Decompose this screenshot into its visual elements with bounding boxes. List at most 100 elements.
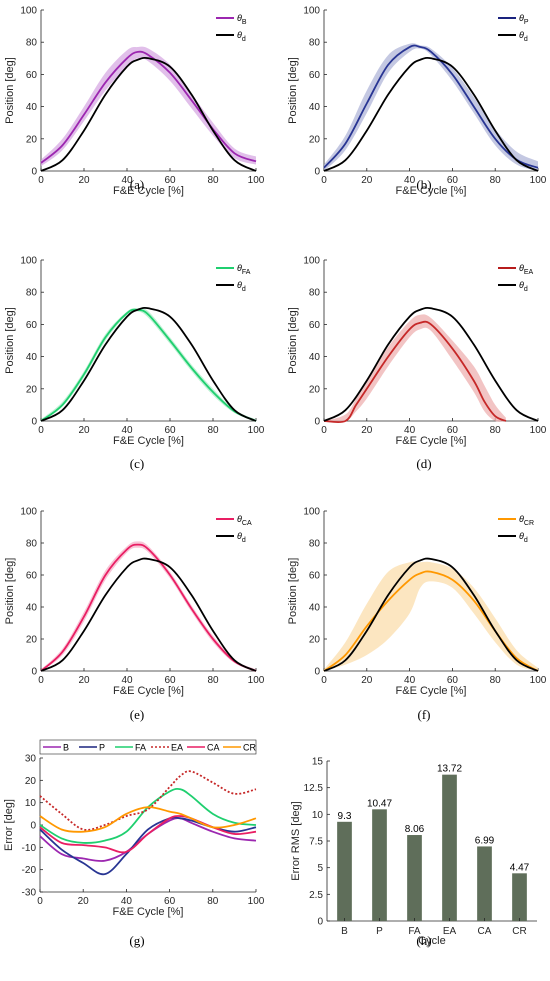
series-line-d xyxy=(40,306,257,422)
y-tick-label: 80 xyxy=(26,38,38,49)
y-tick-label: 20 xyxy=(309,384,321,395)
y-tick-label: 30 xyxy=(25,754,37,765)
y-axis-label: Error RMS [deg] xyxy=(290,801,302,880)
legend-label: θCA xyxy=(237,514,252,527)
y-tick-label: 80 xyxy=(26,288,38,299)
x-axis-label: F&E Cycle [%] xyxy=(396,685,467,697)
y-tick-label: 60 xyxy=(309,571,321,582)
series-line-CA xyxy=(39,815,257,854)
bar-value-label: 6.99 xyxy=(475,835,495,846)
x-tick-label: 80 xyxy=(207,675,219,686)
y-axis-label: Position [deg] xyxy=(287,307,299,374)
x-tick-label: 80 xyxy=(490,425,502,436)
x-tick-label: 100 xyxy=(530,175,547,186)
panel-caption: (h) xyxy=(416,933,431,948)
x-tick-label: 100 xyxy=(248,425,265,436)
y-tick-label: 0 xyxy=(31,417,37,428)
legend-subscript: d xyxy=(242,537,246,544)
series-line-d xyxy=(323,56,539,172)
y-axis-label: Position [deg] xyxy=(287,57,299,124)
bar-CR xyxy=(512,873,527,921)
legend-symbol: θ xyxy=(519,13,524,23)
legend-label: θd xyxy=(519,30,528,43)
x-tick-label: 0 xyxy=(38,425,44,436)
y-tick-label: 20 xyxy=(25,776,37,787)
y-tick-label: 10 xyxy=(312,810,324,821)
panel-caption: (a) xyxy=(130,177,144,192)
chart-panel-g: -30 -20 -10 0 10 20 30 Error [deg] F&E Cycle [%]… xyxy=(3,739,265,948)
legend-symbol: θ xyxy=(237,531,242,541)
legend-label: EA xyxy=(171,743,183,753)
y-tick-label: 0 xyxy=(30,821,36,832)
x-axis-label: F&E Cycle [%] xyxy=(113,906,184,918)
legend-symbol: θ xyxy=(519,280,524,290)
bar-P xyxy=(372,809,387,921)
x-tick-label: 20 xyxy=(78,175,90,186)
x-tick-label: 100 xyxy=(530,425,547,436)
series-line-d xyxy=(323,557,539,672)
x-tick-label: 40 xyxy=(404,675,416,686)
legend-label: θd xyxy=(519,280,528,293)
y-tick-label: 0 xyxy=(31,167,37,178)
series-line-B xyxy=(39,817,257,862)
y-tick-label: -20 xyxy=(22,865,37,876)
y-tick-label: 100 xyxy=(20,507,37,518)
bar-value-label: 4.47 xyxy=(510,862,530,873)
y-tick-label: 2.5 xyxy=(309,890,323,901)
legend-subscript: d xyxy=(524,537,528,544)
confidence-band-CR xyxy=(324,561,538,671)
series-line-EA xyxy=(323,320,507,424)
x-tick-label: 100 xyxy=(530,675,547,686)
legend-subscript: EA xyxy=(524,269,534,276)
x-tick-label: 0 xyxy=(321,175,327,186)
bar-value-label: 13.72 xyxy=(437,764,462,775)
legend-label: θFA xyxy=(237,263,251,276)
legend-label: P xyxy=(99,743,105,753)
y-axis-label: Position [deg] xyxy=(4,558,16,625)
series-line-CR xyxy=(39,806,257,833)
panel-caption: (e) xyxy=(130,707,144,722)
x-axis-label: F&E Cycle [%] xyxy=(113,185,184,197)
chart-panel-e: 0 20 40 60 80 100 Position [deg] F&E Cycle [%] (… xyxy=(4,507,265,723)
x-tick-label: EA xyxy=(443,926,457,937)
confidence-band-P xyxy=(324,43,538,172)
legend-symbol: θ xyxy=(237,13,242,23)
bar-value-label: 9.3 xyxy=(338,811,352,822)
panel-caption: (d) xyxy=(416,456,431,471)
y-tick-label: 7.5 xyxy=(309,837,323,848)
y-tick-label: 60 xyxy=(26,320,38,331)
x-tick-label: 60 xyxy=(164,175,176,186)
legend-symbol: θ xyxy=(237,30,242,40)
y-tick-label: 0 xyxy=(317,917,323,928)
panel-caption: (b) xyxy=(416,177,431,192)
legend-label: FA xyxy=(135,743,146,753)
legend-subscript: B xyxy=(242,19,247,26)
y-tick-label: 0 xyxy=(314,167,320,178)
chart-panel-a: 0 20 40 60 80 100 Position [deg] F&E Cycle [%](… xyxy=(4,6,265,198)
chart-panel-c: 0 20 40 60 80 100 Position [deg] F&E Cycle [%] (… xyxy=(4,256,265,472)
y-tick-label: 40 xyxy=(26,603,38,614)
panel-caption: (f) xyxy=(418,707,431,722)
x-tick-label: 40 xyxy=(121,896,133,907)
series-line-B xyxy=(40,50,257,164)
x-tick-label: 20 xyxy=(361,675,373,686)
x-axis-label: F&E Cycle [%] xyxy=(113,435,184,447)
y-axis-label: Error [deg] xyxy=(3,799,15,851)
series-line-d xyxy=(40,56,257,172)
legend-subscript: P xyxy=(524,19,529,26)
y-tick-label: 60 xyxy=(309,70,321,81)
y-tick-label: 40 xyxy=(309,603,321,614)
y-axis-label: Position [deg] xyxy=(287,558,299,625)
y-tick-label: 80 xyxy=(309,539,321,550)
y-tick-label: 80 xyxy=(26,539,38,550)
x-axis-label: F&E Cycle [%] xyxy=(113,685,184,697)
x-tick-label: 20 xyxy=(78,675,90,686)
chart-panel-b: 0 20 40 60 80 100 Position [deg] F&E Cycle [%](… xyxy=(287,6,547,198)
x-tick-label: CR xyxy=(512,926,526,937)
x-tick-label: B xyxy=(341,926,348,937)
y-tick-label: -30 xyxy=(22,888,37,899)
x-tick-label: 60 xyxy=(447,175,459,186)
legend-subscript: d xyxy=(242,36,246,43)
x-tick-label: 20 xyxy=(78,896,90,907)
